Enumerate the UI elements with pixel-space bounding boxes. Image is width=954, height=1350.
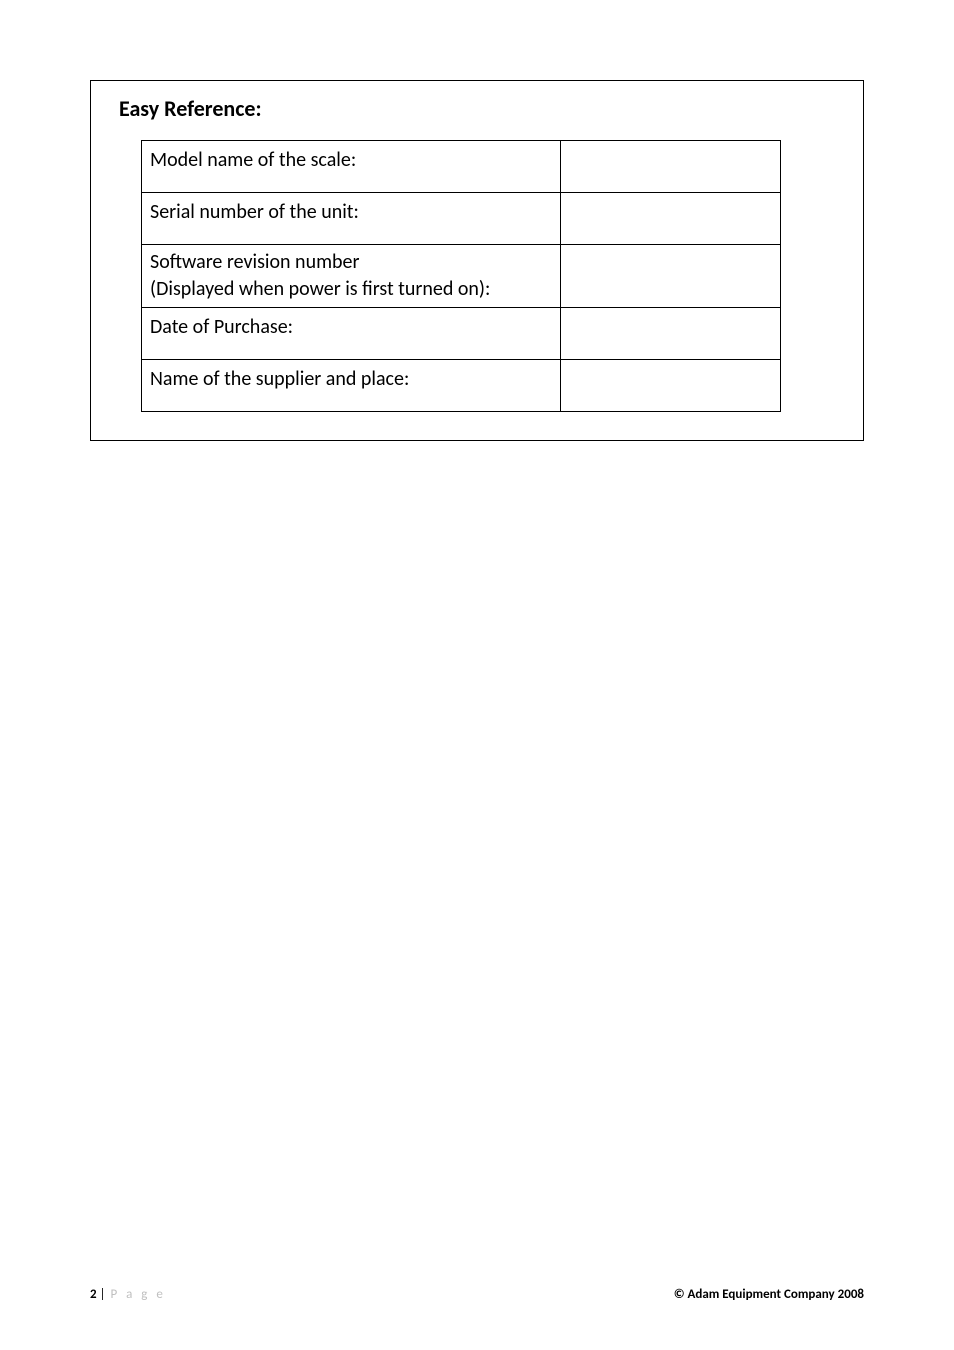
reference-table: Model name of the scale: Serial number o…: [141, 140, 781, 412]
table-row: Model name of the scale:: [142, 141, 781, 193]
easy-reference-box: Easy Reference: Model name of the scale:…: [90, 80, 864, 441]
table-row: Name of the supplier and place:: [142, 360, 781, 412]
row-label: Date of Purchase:: [142, 308, 561, 360]
footer-copyright: © Adam Equipment Company 2008: [674, 1287, 864, 1302]
page-number: 2: [90, 1287, 97, 1302]
row-label: Model name of the scale:: [142, 141, 561, 193]
row-label: Serial number of the unit:: [142, 193, 561, 245]
row-label: Software revision number(Displayed when …: [142, 245, 561, 308]
footer-page-number: 2 | P a g e: [90, 1287, 166, 1302]
page-footer: 2 | P a g e © Adam Equipment Company 200…: [90, 1287, 864, 1302]
table-row: Serial number of the unit:: [142, 193, 781, 245]
box-heading: Easy Reference:: [119, 95, 837, 122]
page: Easy Reference: Model name of the scale:…: [0, 0, 954, 1350]
row-value: [561, 193, 781, 245]
page-separator: |: [97, 1287, 109, 1302]
table-row: Date of Purchase:: [142, 308, 781, 360]
table-row: Software revision number(Displayed when …: [142, 245, 781, 308]
row-value: [561, 308, 781, 360]
row-value: [561, 141, 781, 193]
row-value: [561, 360, 781, 412]
page-word: P a g e: [110, 1287, 165, 1302]
row-label: Name of the supplier and place:: [142, 360, 561, 412]
row-value: [561, 245, 781, 308]
